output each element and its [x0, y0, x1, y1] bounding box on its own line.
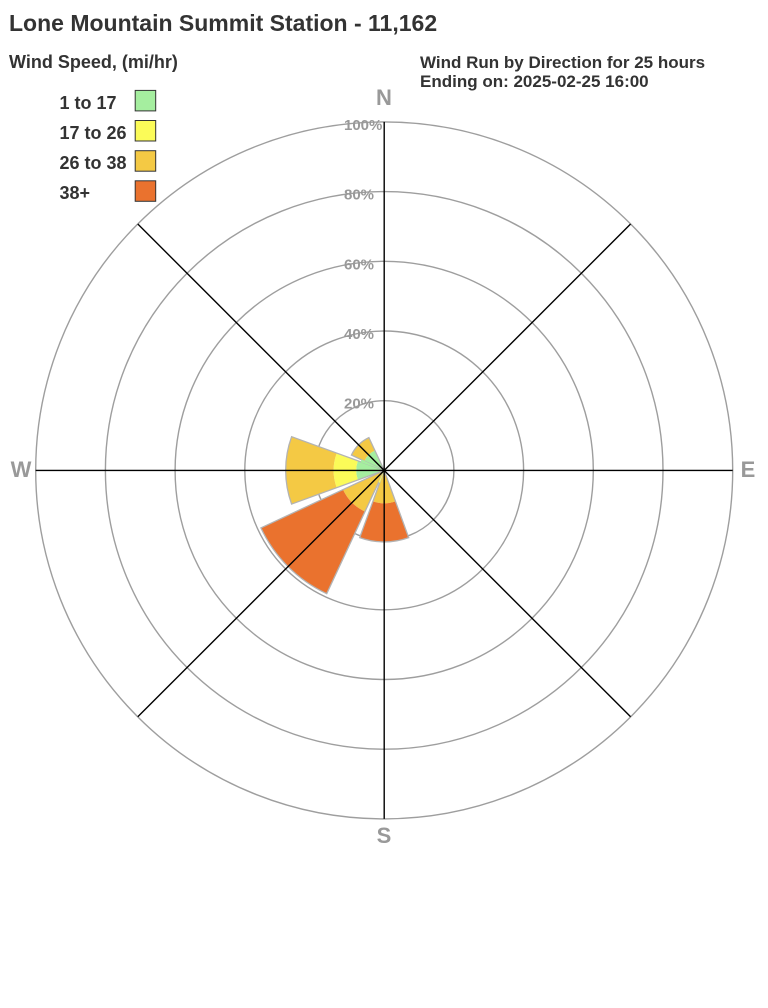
svg-text:60%: 60% [344, 256, 374, 273]
svg-text:E: E [741, 457, 756, 482]
svg-text:S: S [377, 823, 392, 848]
svg-text:40%: 40% [344, 326, 374, 343]
svg-text:W: W [11, 457, 32, 482]
svg-text:80%: 80% [344, 187, 374, 204]
svg-text:N: N [376, 85, 392, 110]
svg-text:20%: 20% [344, 396, 374, 413]
svg-text:100%: 100% [344, 117, 382, 134]
